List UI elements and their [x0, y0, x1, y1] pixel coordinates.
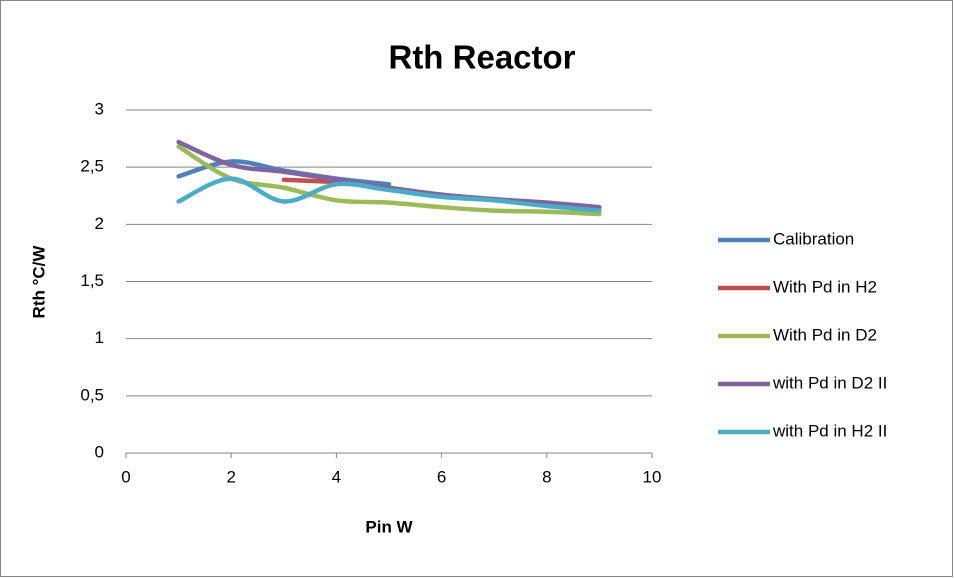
x-tick-label: 2 — [226, 467, 235, 486]
series-line — [176, 176, 602, 213]
x-axis-title: Pin W — [365, 517, 413, 536]
series-line — [281, 177, 339, 185]
chart-title: Rth Reactor — [388, 39, 575, 76]
x-tick-label: 8 — [542, 467, 551, 486]
legend-label: with Pd in H2 II — [772, 421, 887, 440]
y-axis-title: Rth °C/W — [29, 245, 48, 319]
x-tick-label: 10 — [643, 467, 662, 486]
series-line — [176, 139, 602, 210]
legend-label: With Pd in H2 — [773, 277, 877, 296]
legend-label: with Pd in D2 II — [772, 373, 887, 392]
x-tick-label: 0 — [121, 467, 130, 486]
legend-label: Calibration — [773, 229, 854, 248]
y-tick-label: 2 — [95, 214, 104, 233]
y-tick-label: 3 — [95, 99, 104, 118]
y-tick-label: 0,5 — [80, 385, 104, 404]
y-tick-label: 2,5 — [80, 157, 104, 176]
x-tick-label: 4 — [332, 467, 341, 486]
y-tick-label: 0 — [95, 442, 104, 461]
legend-label: With Pd in D2 — [773, 325, 877, 344]
y-tick-label: 1 — [95, 328, 104, 347]
x-tick-label: 6 — [437, 467, 446, 486]
y-tick-label: 1,5 — [80, 271, 104, 290]
